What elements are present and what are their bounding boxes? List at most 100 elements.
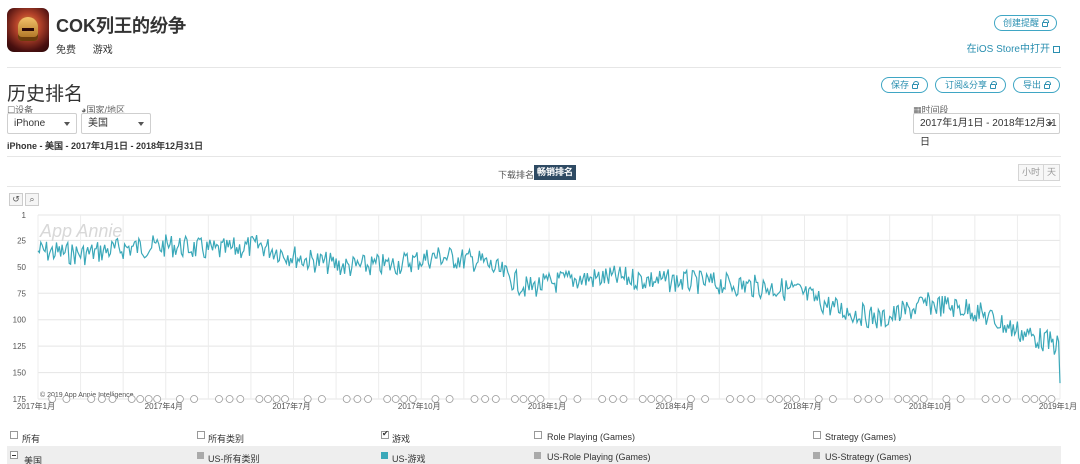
tabs-divider <box>7 186 1061 187</box>
checkbox-games[interactable] <box>381 429 389 439</box>
event-marker <box>981 395 990 403</box>
event-marker <box>87 395 96 403</box>
event-marker <box>747 395 756 403</box>
event-marker <box>664 395 673 403</box>
period-label: ▦时间段 <box>913 105 949 115</box>
event-marker <box>792 395 800 403</box>
event-marker <box>701 395 709 403</box>
event-marker <box>687 395 695 403</box>
event-marker <box>431 395 440 403</box>
undo-icon[interactable]: ↺ <box>9 193 23 206</box>
lock-icon <box>1044 81 1051 89</box>
lock-icon <box>912 81 919 89</box>
app-icon <box>7 8 49 52</box>
device-label: ☐设备 <box>7 105 34 115</box>
external-link-icon <box>1053 46 1060 53</box>
checkbox-strategy[interactable] <box>813 431 821 439</box>
event-marker <box>144 395 153 403</box>
country-label: ◕国家/地区 <box>81 105 125 115</box>
event-marker <box>353 395 362 403</box>
chevron-down-icon <box>1047 122 1053 126</box>
chart-watermark: App Annie <box>39 221 122 241</box>
event-marker <box>559 395 568 403</box>
x-tick-label: 2018年1月 <box>528 401 566 411</box>
event-marker <box>491 395 500 403</box>
x-tick-label: 2017年10月 <box>398 401 441 411</box>
legend-header-row: 所有 所有类别 游戏 Role Playing (Games) Strategy… <box>7 426 1061 446</box>
event-marker <box>519 395 528 403</box>
lock-icon <box>990 81 997 89</box>
y-tick-label: 175 <box>13 395 27 404</box>
event-marker <box>829 395 837 403</box>
export-button[interactable]: 导出 <box>1013 77 1060 93</box>
event-marker <box>609 395 617 403</box>
create-alert-button[interactable]: 创建提醒 <box>994 15 1057 31</box>
summary-text: iPhone - 美国 - 2017年1月1日 - 2018年12月31日 <box>7 141 204 151</box>
event-marker <box>215 395 223 403</box>
event-marker <box>783 395 792 403</box>
country-select[interactable]: 美国 <box>81 113 151 134</box>
event-marker <box>48 395 57 403</box>
subscribe-share-button[interactable]: 订阅&分享 <box>935 77 1006 93</box>
event-marker <box>98 395 106 403</box>
open-in-store-link[interactable]: 在iOS Store中打开 <box>967 40 1060 55</box>
event-marker <box>1022 395 1030 403</box>
event-marker <box>136 395 145 403</box>
event-marker <box>573 395 582 403</box>
granularity-day-button[interactable]: 天 <box>1043 164 1060 181</box>
event-marker <box>317 395 326 403</box>
x-tick-label: 2018年7月 <box>783 401 821 411</box>
event-marker <box>875 395 883 403</box>
event-marker <box>766 395 775 403</box>
collapse-country-toggle[interactable] <box>10 451 18 459</box>
event-marker <box>647 395 656 403</box>
device-icon: ☐ <box>7 105 16 115</box>
event-marker <box>775 395 783 403</box>
tab-sales-rank[interactable]: 畅销排名 <box>534 165 577 180</box>
checkbox-role-playing[interactable] <box>534 431 542 439</box>
event-marker <box>956 395 965 403</box>
chart-credit: © 2019 App Annie Intelligence <box>40 391 134 399</box>
y-tick-label: 125 <box>13 342 27 351</box>
x-tick-label: 2017年4月 <box>145 401 183 411</box>
period-select[interactable]: 2017年1月1日 - 2018年12月31日 <box>913 113 1060 148</box>
x-tick-label: 2017年7月 <box>272 401 310 411</box>
zoom-icon[interactable]: ⌕ <box>25 193 39 206</box>
y-tick-label: 50 <box>17 263 26 272</box>
event-marker <box>255 395 264 403</box>
x-tick-label: 2017年1月 <box>17 401 55 411</box>
event-marker <box>528 395 536 403</box>
event-marker <box>942 395 951 403</box>
event-marker <box>153 395 162 403</box>
save-button[interactable]: 保存 <box>881 77 928 93</box>
globe-icon: ◕ <box>81 105 87 115</box>
device-select[interactable]: iPhone <box>7 113 77 134</box>
event-marker <box>911 395 920 403</box>
y-tick-label: 1 <box>22 211 27 220</box>
event-marker <box>272 395 281 403</box>
series-swatch-games <box>381 452 388 459</box>
event-marker <box>400 395 409 403</box>
event-marker <box>619 395 628 403</box>
event-marker <box>108 395 117 403</box>
event-marker <box>536 395 545 403</box>
checkbox-all-categories[interactable] <box>197 431 205 439</box>
checkbox-all[interactable] <box>10 431 18 439</box>
granularity-hour-button[interactable]: 小时 <box>1018 164 1044 181</box>
tab-download-rank[interactable]: 下载排名 <box>498 170 535 180</box>
event-marker <box>919 395 928 403</box>
event-marker <box>853 395 862 403</box>
event-marker <box>638 395 647 403</box>
event-marker <box>894 395 903 403</box>
event-marker <box>992 395 1000 403</box>
app-title: COK列王的纷争 <box>56 16 186 36</box>
event-marker <box>736 395 745 403</box>
calendar-icon: ▦ <box>913 105 922 115</box>
event-marker <box>391 395 400 403</box>
event-marker <box>1047 395 1056 403</box>
event-marker <box>481 395 490 403</box>
chevron-down-icon <box>138 122 144 126</box>
series-swatch-strategy <box>813 452 820 459</box>
event-marker <box>470 395 479 403</box>
